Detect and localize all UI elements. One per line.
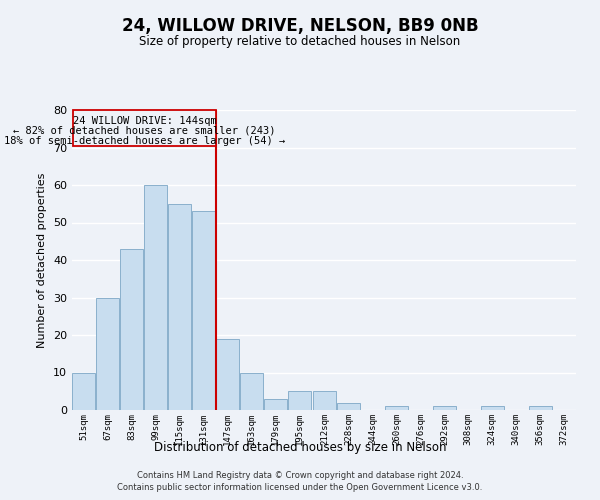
Bar (216, 339, 239, 410)
Text: 24, WILLOW DRIVE, NELSON, BB9 0NB: 24, WILLOW DRIVE, NELSON, BB9 0NB (122, 18, 478, 36)
Bar (529, 406, 551, 410)
Bar (313, 391, 336, 410)
Text: Size of property relative to detached houses in Nelson: Size of property relative to detached ho… (139, 35, 461, 48)
Text: 24 WILLOW DRIVE: 144sqm: 24 WILLOW DRIVE: 144sqm (73, 116, 217, 126)
Bar (337, 402, 360, 410)
Text: ← 82% of detached houses are smaller (243): ← 82% of detached houses are smaller (24… (13, 126, 276, 136)
Text: Contains HM Land Registry data © Crown copyright and database right 2024.: Contains HM Land Registry data © Crown c… (137, 471, 463, 480)
Bar (192, 211, 215, 410)
Bar (97, 298, 119, 410)
FancyBboxPatch shape (73, 110, 215, 146)
Bar (121, 248, 143, 410)
Bar (73, 372, 95, 410)
Bar (168, 204, 191, 410)
Bar (144, 185, 167, 410)
Text: 18% of semi-detached houses are larger (54) →: 18% of semi-detached houses are larger (… (4, 136, 285, 145)
Bar (481, 406, 504, 410)
Bar (385, 406, 408, 410)
Bar (264, 399, 287, 410)
Bar (240, 372, 263, 410)
Text: Contains public sector information licensed under the Open Government Licence v3: Contains public sector information licen… (118, 484, 482, 492)
Bar (288, 391, 311, 410)
Bar (433, 406, 456, 410)
Y-axis label: Number of detached properties: Number of detached properties (37, 172, 47, 348)
Text: Distribution of detached houses by size in Nelson: Distribution of detached houses by size … (154, 441, 446, 454)
